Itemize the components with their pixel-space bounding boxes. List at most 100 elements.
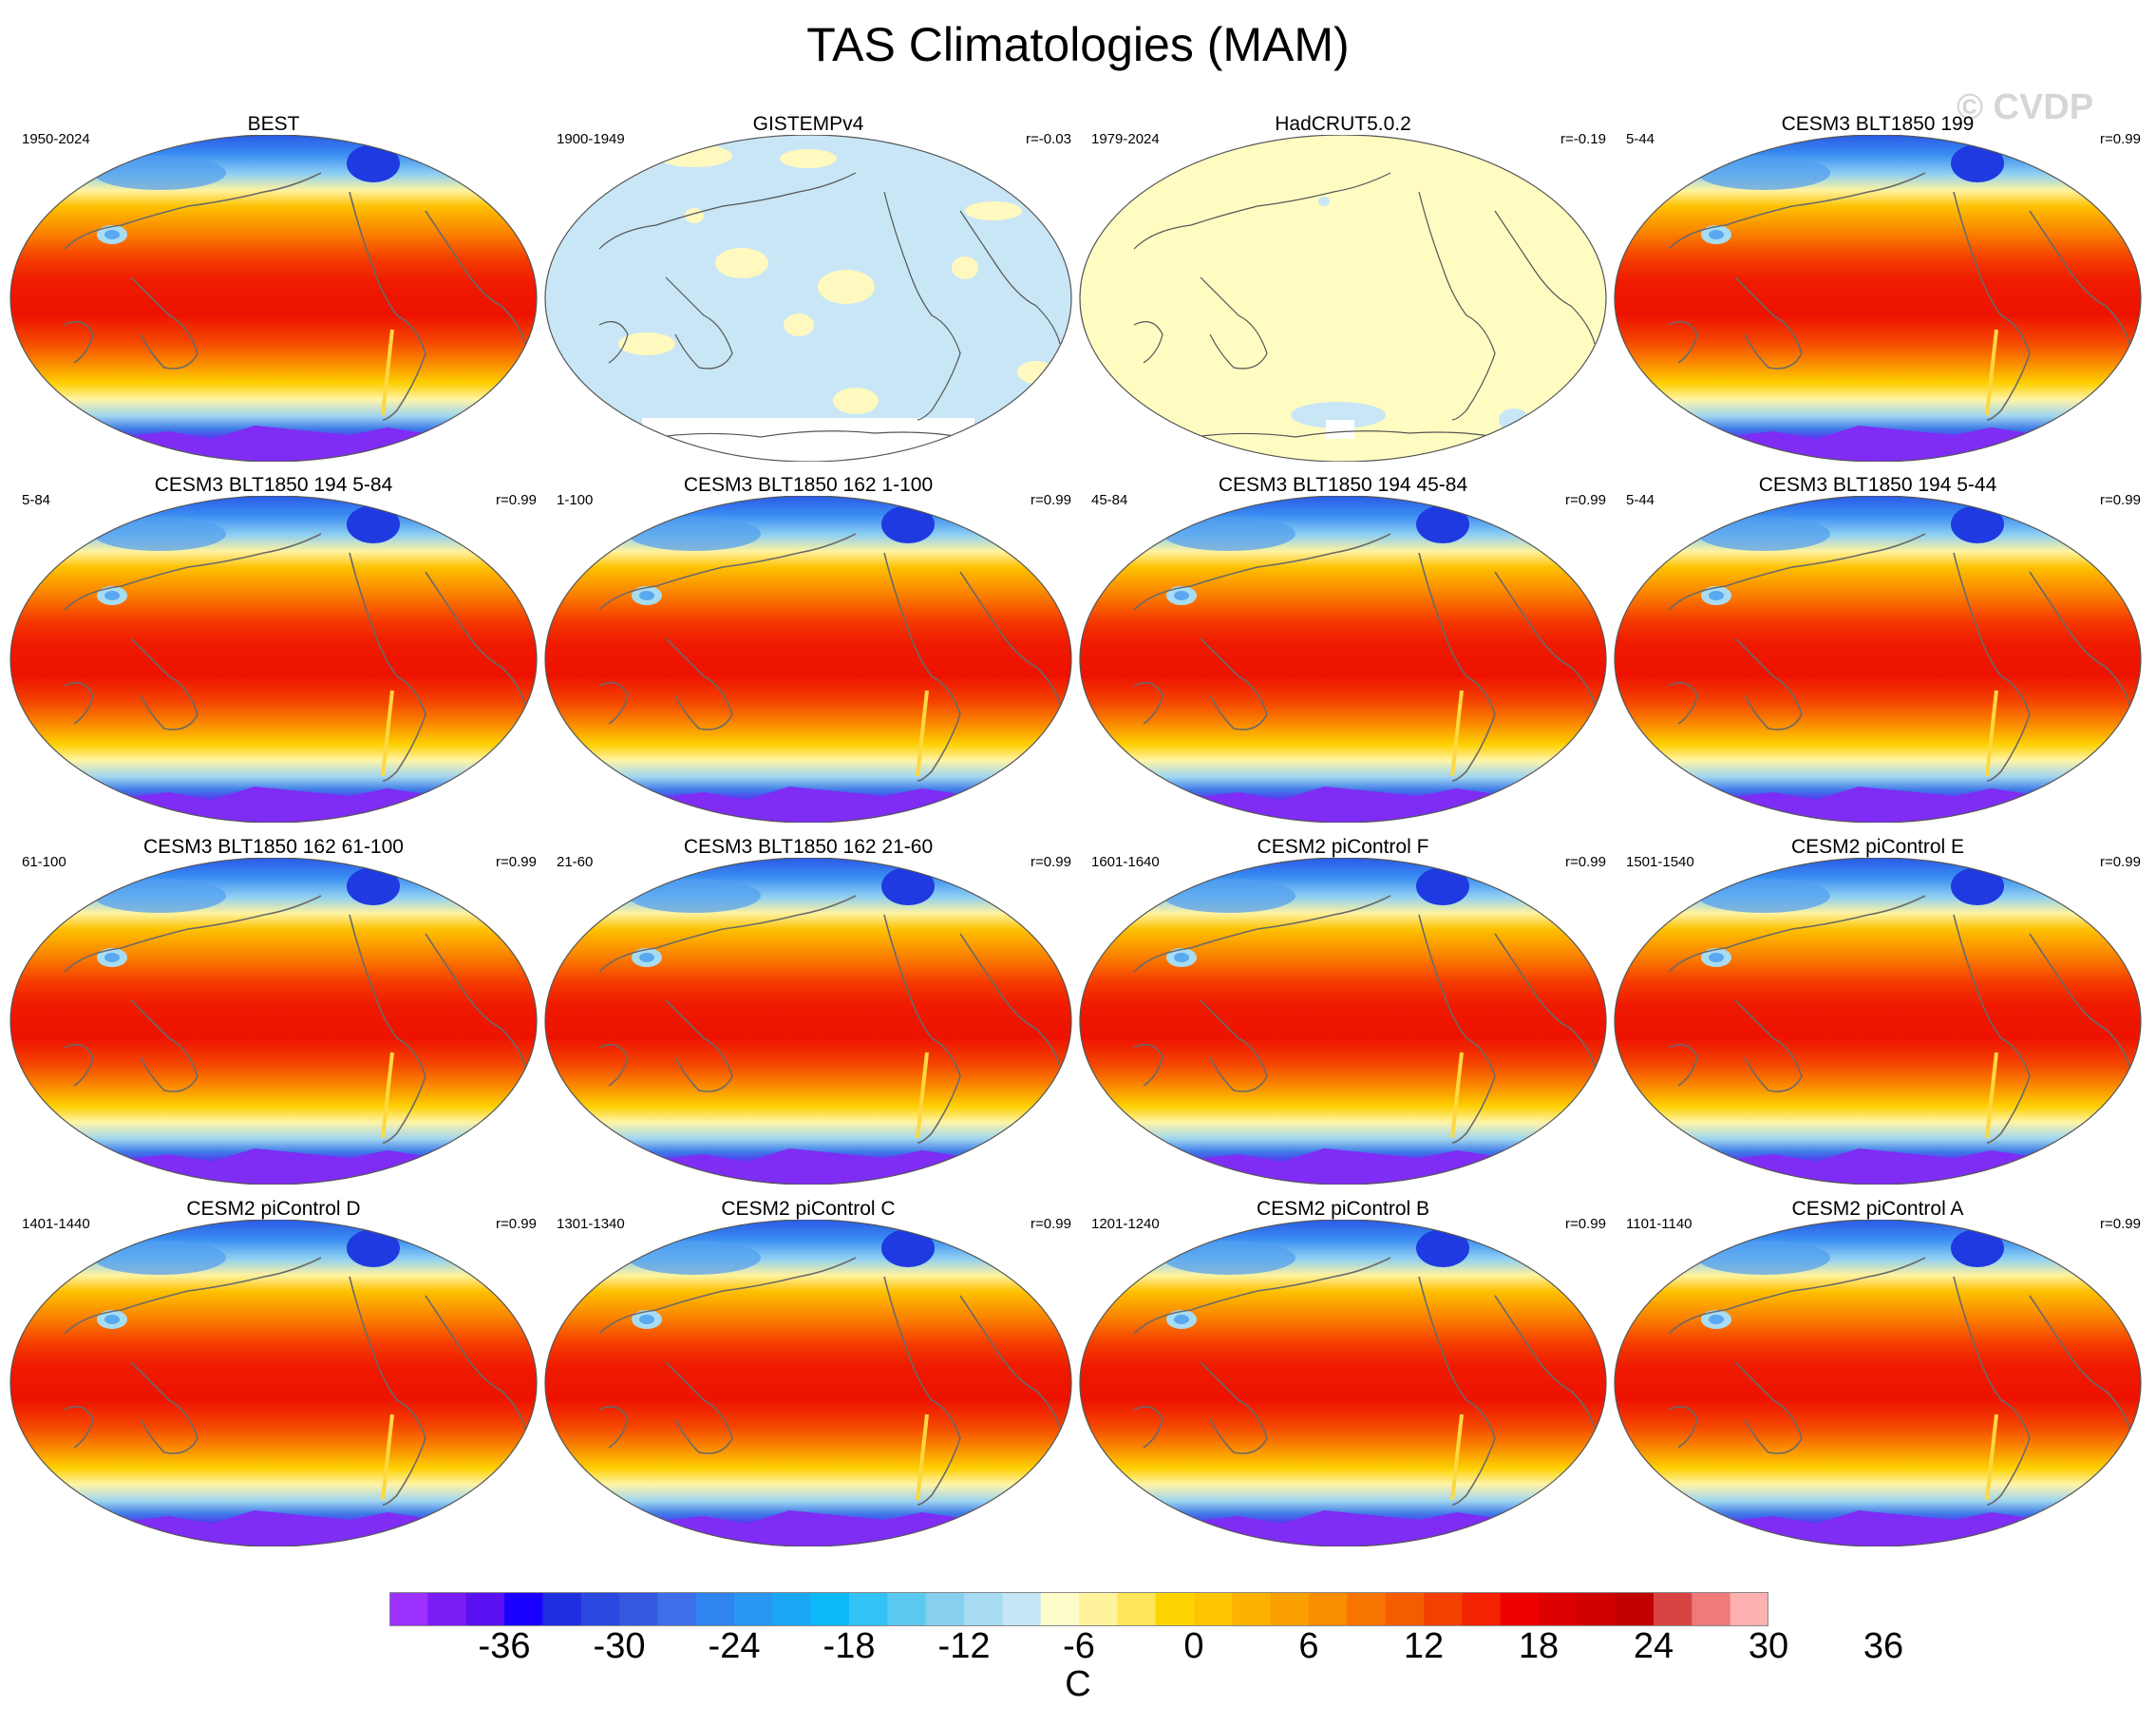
watermark: © CVDP <box>1957 87 2094 127</box>
panel-period: 1501-1540 <box>1626 854 1694 870</box>
colorbar-tick-label: 18 <box>1518 1626 1560 1666</box>
colorbar-tick-label: 30 <box>1748 1626 1789 1666</box>
colorbar-tick-label: -18 <box>823 1626 876 1666</box>
map-image <box>1614 135 2142 462</box>
colorbar-swatch <box>1079 1592 1118 1626</box>
panel-title: CESM3 BLT1850 194 5-84 <box>154 474 393 496</box>
panel-period: 1601-1640 <box>1091 854 1160 870</box>
panel-title: CESM2 piControl B <box>1256 1198 1430 1220</box>
colorbar-swatch <box>427 1592 467 1626</box>
colorbar-tick-label: 24 <box>1633 1626 1674 1666</box>
colorbar-swatch <box>1232 1592 1272 1626</box>
colorbar-tick-label: 12 <box>1403 1626 1445 1666</box>
map-panel: HadCRUT5.0.2 1979-2024 r=-0.19 <box>1074 112 1612 473</box>
map-panel: CESM3 BLT1850 199 5-44 r=0.99 <box>1609 112 2147 473</box>
colorbar-swatch <box>504 1592 543 1626</box>
colorbar-swatch <box>1654 1592 1693 1626</box>
map-image <box>544 135 1072 462</box>
map-image <box>9 858 538 1185</box>
colorbar-swatch <box>1040 1592 1080 1626</box>
panel-period: 5-44 <box>1626 492 1655 508</box>
map-image <box>544 858 1072 1185</box>
colorbar-swatch <box>1615 1592 1655 1626</box>
colorbar-swatch <box>1577 1592 1617 1626</box>
colorbar-swatch <box>887 1592 927 1626</box>
panel-period: 1201-1240 <box>1091 1216 1160 1232</box>
colorbar-swatch <box>734 1592 773 1626</box>
map-panel: CESM3 BLT1850 162 21-60 21-60 r=0.99 <box>539 835 1077 1196</box>
panel-period: 1-100 <box>557 492 594 508</box>
colorbar-swatch <box>542 1592 582 1626</box>
panel-correlation: r=0.99 <box>1565 492 1606 508</box>
panel-correlation: r=0.99 <box>2100 492 2141 508</box>
colorbar-swatch <box>1462 1592 1502 1626</box>
map-image <box>1614 496 2142 823</box>
colorbar-swatch <box>1347 1592 1387 1626</box>
colorbar-swatch <box>580 1592 620 1626</box>
panel-correlation: r=0.99 <box>1031 854 1071 870</box>
map-image <box>9 1220 538 1546</box>
colorbar-swatch <box>1539 1592 1578 1626</box>
panel-correlation: r=0.99 <box>1565 1216 1606 1232</box>
map-panel: CESM2 piControl F 1601-1640 r=0.99 <box>1074 835 1612 1196</box>
panel-title: CESM3 BLT1850 199 <box>1781 113 1975 135</box>
panel-period: 1101-1140 <box>1626 1216 1693 1232</box>
colorbar-swatch <box>1730 1592 1768 1626</box>
map-panel: CESM2 piControl B 1201-1240 r=0.99 <box>1074 1197 1612 1558</box>
panel-period: 61-100 <box>22 854 66 870</box>
panel-title: CESM2 piControl A <box>1791 1198 1964 1220</box>
panel-title: HadCRUT5.0.2 <box>1275 113 1411 135</box>
panel-correlation: r=0.99 <box>496 492 537 508</box>
map-image <box>1079 496 1607 823</box>
colorbar-swatch <box>1424 1592 1463 1626</box>
panel-correlation: r=0.99 <box>2100 1216 2141 1232</box>
colorbar <box>389 1592 1768 1626</box>
colorbar-swatch <box>964 1592 1003 1626</box>
colorbar-swatch <box>1002 1592 1042 1626</box>
map-panel: CESM2 piControl C 1301-1340 r=0.99 <box>539 1197 1077 1558</box>
panel-title: GISTEMPv4 <box>752 113 864 135</box>
panel-title: CESM3 BLT1850 194 45-84 <box>1218 474 1468 496</box>
panel-period: 1900-1949 <box>557 131 625 147</box>
colorbar-tick-label: -36 <box>478 1626 531 1666</box>
panel-correlation: r=-0.19 <box>1560 131 1606 147</box>
panel-title: CESM3 BLT1850 162 1-100 <box>683 474 934 496</box>
panel-period: 21-60 <box>557 854 594 870</box>
panel-title: BEST <box>247 113 300 135</box>
map-panel: CESM3 BLT1850 162 1-100 1-100 r=0.99 <box>539 473 1077 834</box>
map-image <box>1614 1220 2142 1546</box>
colorbar-swatch <box>657 1592 697 1626</box>
colorbar-units: C <box>1065 1664 1091 1704</box>
colorbar-tick-label: -30 <box>593 1626 646 1666</box>
colorbar-swatch <box>772 1592 812 1626</box>
map-image <box>544 1220 1072 1546</box>
panel-period: 1301-1340 <box>557 1216 625 1232</box>
map-panel: CESM3 BLT1850 194 5-44 5-44 r=0.99 <box>1609 473 2147 834</box>
colorbar-tick-label: -24 <box>708 1626 761 1666</box>
panel-period: 1401-1440 <box>22 1216 90 1232</box>
colorbar-tick-label: -6 <box>1063 1626 1095 1666</box>
panel-title: CESM3 BLT1850 194 5-44 <box>1758 474 1997 496</box>
panel-period: 45-84 <box>1091 492 1128 508</box>
map-image <box>544 496 1072 823</box>
colorbar-swatch <box>1309 1592 1348 1626</box>
colorbar-swatch <box>1270 1592 1310 1626</box>
map-image <box>1079 135 1607 462</box>
map-panel: CESM2 piControl D 1401-1440 r=0.99 <box>5 1197 542 1558</box>
page-title: TAS Climatologies (MAM) <box>806 18 1350 71</box>
map-image <box>9 496 538 823</box>
panel-title: CESM2 piControl F <box>1257 836 1429 858</box>
panel-correlation: r=0.99 <box>2100 854 2141 870</box>
panel-correlation: r=0.99 <box>496 1216 537 1232</box>
panel-correlation: r=0.99 <box>1031 1216 1071 1232</box>
map-image <box>1614 858 2142 1185</box>
map-panel: CESM2 piControl E 1501-1540 r=0.99 <box>1609 835 2147 1196</box>
map-panel: CESM3 BLT1850 194 5-84 5-84 r=0.99 <box>5 473 542 834</box>
panel-period: 5-44 <box>1626 131 1655 147</box>
colorbar-swatch <box>1155 1592 1195 1626</box>
colorbar-swatch <box>1692 1592 1731 1626</box>
map-image <box>9 135 538 462</box>
colorbar-tick-label: 36 <box>1863 1626 1904 1666</box>
map-panel: CESM2 piControl A 1101-1140 r=0.99 <box>1609 1197 2147 1558</box>
colorbar-swatch <box>925 1592 965 1626</box>
